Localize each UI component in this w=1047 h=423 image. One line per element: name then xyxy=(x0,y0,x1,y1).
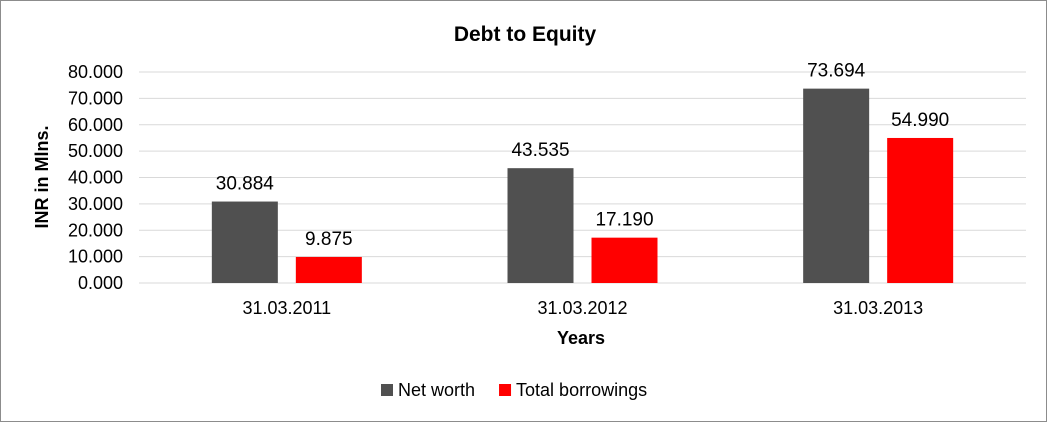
data-label: 17.190 xyxy=(595,210,653,231)
data-label: 30.884 xyxy=(216,174,275,195)
legend-label: Total borrowings xyxy=(516,380,647,400)
x-tick-label: 31.03.2012 xyxy=(537,298,627,318)
chart-title: Debt to Equity xyxy=(454,23,597,46)
data-labels: 30.884 9.875 43.535 17.190 73.694 54.990 xyxy=(216,61,949,250)
data-label: 54.990 xyxy=(891,110,949,131)
bar-total-borrowings xyxy=(887,137,954,283)
legend-swatch xyxy=(381,384,393,396)
bar-net-worth xyxy=(507,168,574,283)
legend-label: Net worth xyxy=(398,380,475,400)
y-tick-label: 60.000 xyxy=(68,115,123,135)
y-tick-label: 80.000 xyxy=(68,62,123,82)
y-tick-label: 70.000 xyxy=(68,88,123,108)
bar-total-borrowings xyxy=(591,237,658,283)
bars xyxy=(211,88,954,283)
gridlines xyxy=(139,71,1026,284)
y-tick-label: 10.000 xyxy=(68,247,123,267)
y-tick-label: 20.000 xyxy=(68,220,123,240)
x-tick-label: 31.03.2011 xyxy=(242,298,331,318)
y-tick-label: 40.000 xyxy=(68,168,123,188)
y-axis-title: INR in Mlns. xyxy=(32,126,52,229)
x-tick-labels: 31.03.2011 31.03.2012 31.03.2013 xyxy=(242,298,923,318)
legend-swatch xyxy=(499,384,512,396)
data-label: 9.875 xyxy=(305,229,353,250)
data-label: 43.535 xyxy=(511,140,569,161)
y-tick-label: 0.000 xyxy=(78,273,123,293)
bar-net-worth xyxy=(803,88,870,283)
data-label: 73.694 xyxy=(807,61,866,82)
y-tick-label: 30.000 xyxy=(68,194,123,214)
bar-total-borrowings xyxy=(295,256,362,283)
x-tick-label: 31.03.2013 xyxy=(833,298,923,318)
x-axis-title: Years xyxy=(557,328,605,348)
bar-net-worth xyxy=(211,201,278,283)
legend: Net worth Total borrowings xyxy=(381,380,647,400)
y-tick-label: 50.000 xyxy=(68,141,123,161)
y-tick-labels: 0.000 10.000 20.000 30.000 40.000 50.000 60.00… xyxy=(68,62,123,293)
